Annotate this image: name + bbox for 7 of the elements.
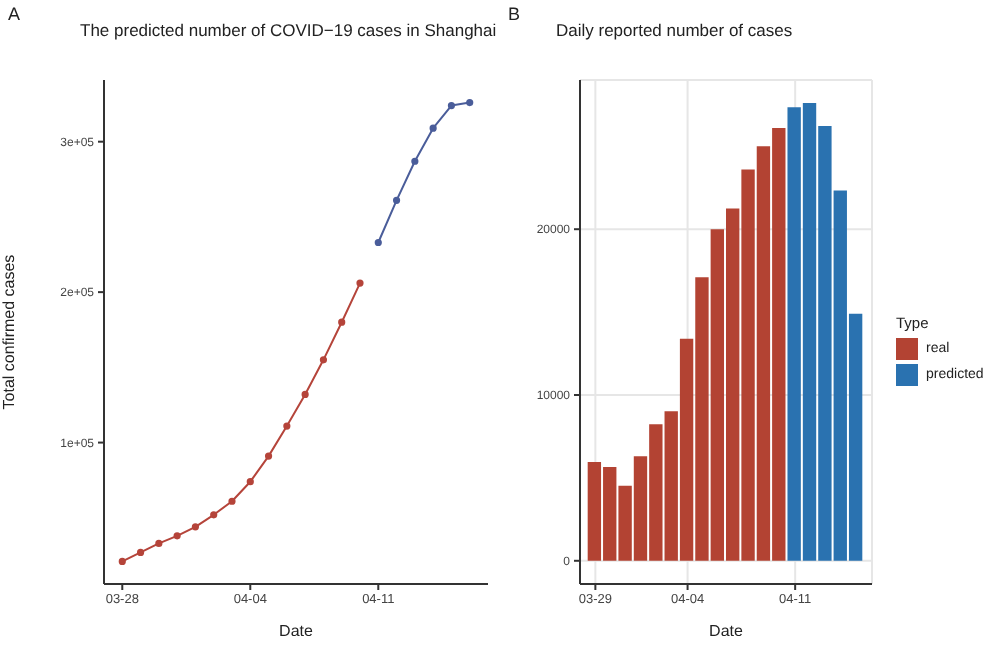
chart-title: The predicted number of COVID−19 cases in Shanghai (80, 20, 497, 40)
y-axis-title: Total confirmed cases (0, 254, 18, 410)
x-axis-title: Date (709, 622, 744, 640)
text: B (508, 4, 521, 24)
chart-title: Daily reported number of cases (556, 20, 793, 40)
text: A (8, 4, 21, 24)
x-axis-title: Date (279, 622, 314, 640)
